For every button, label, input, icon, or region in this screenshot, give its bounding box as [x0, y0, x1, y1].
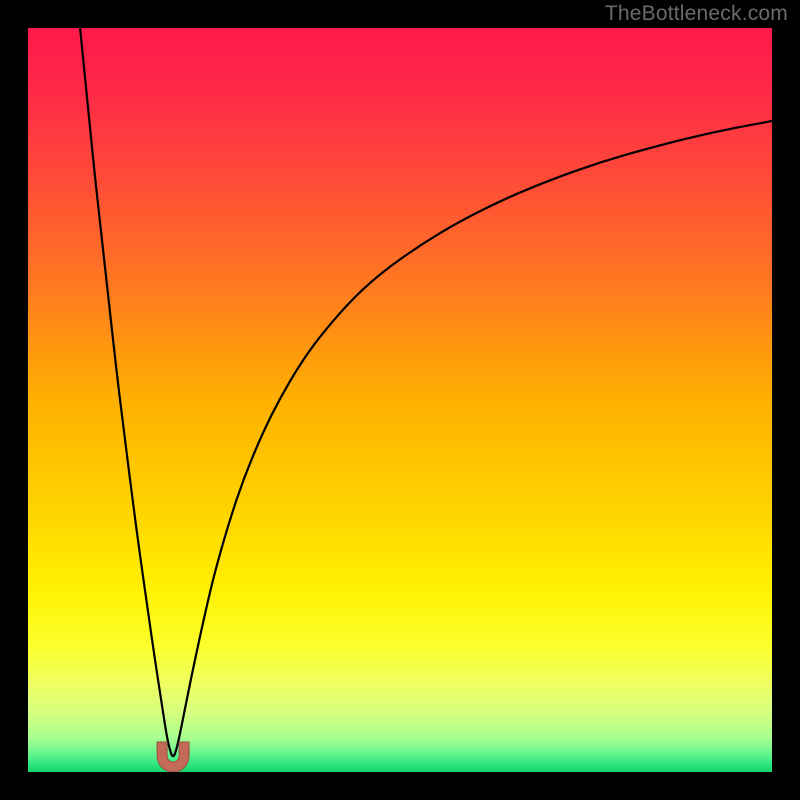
- chart-canvas: TheBottleneck.com: [0, 0, 800, 800]
- bottleneck-chart-svg: [0, 0, 800, 800]
- plot-area: [28, 28, 772, 772]
